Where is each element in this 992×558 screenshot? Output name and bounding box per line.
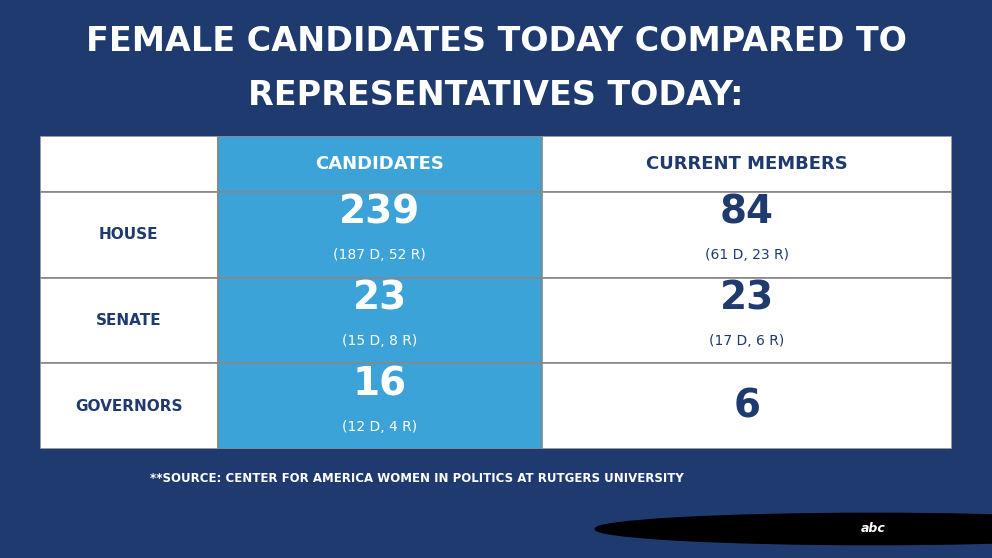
Text: CANDIDATES: CANDIDATES [315, 155, 444, 173]
Text: (61 D, 23 R): (61 D, 23 R) [705, 248, 789, 262]
Text: 23: 23 [352, 280, 407, 318]
Text: HOUSE: HOUSE [99, 228, 159, 242]
FancyBboxPatch shape [542, 192, 952, 278]
FancyBboxPatch shape [217, 278, 542, 363]
Text: (12 D, 4 R): (12 D, 4 R) [342, 420, 418, 434]
FancyBboxPatch shape [40, 192, 217, 278]
Text: 84: 84 [720, 194, 774, 232]
FancyBboxPatch shape [40, 278, 217, 363]
Text: 16: 16 [352, 365, 407, 403]
Circle shape [595, 513, 992, 545]
FancyBboxPatch shape [217, 192, 542, 278]
Text: SENATE: SENATE [96, 313, 162, 328]
Text: REPRESENTATIVES TODAY:: REPRESENTATIVES TODAY: [248, 79, 744, 112]
FancyBboxPatch shape [542, 363, 952, 449]
Text: 239: 239 [339, 194, 421, 232]
FancyBboxPatch shape [542, 136, 952, 192]
Text: NEWS: NEWS [918, 522, 968, 536]
Text: CURRENT MEMBERS: CURRENT MEMBERS [646, 155, 848, 173]
Text: 6: 6 [733, 387, 761, 425]
Text: (15 D, 8 R): (15 D, 8 R) [342, 334, 418, 348]
FancyBboxPatch shape [217, 136, 542, 192]
FancyBboxPatch shape [40, 136, 217, 192]
Text: GOVERNORS: GOVERNORS [75, 399, 183, 414]
Text: FEMALE CANDIDATES TODAY COMPARED TO: FEMALE CANDIDATES TODAY COMPARED TO [85, 26, 907, 59]
Text: 23: 23 [720, 280, 774, 318]
FancyBboxPatch shape [542, 278, 952, 363]
FancyBboxPatch shape [40, 363, 217, 449]
Text: (17 D, 6 R): (17 D, 6 R) [709, 334, 785, 348]
Text: (187 D, 52 R): (187 D, 52 R) [333, 248, 426, 262]
Text: **SOURCE: CENTER FOR AMERICA WOMEN IN POLITICS AT RUTGERS UNIVERSITY: **SOURCE: CENTER FOR AMERICA WOMEN IN PO… [150, 472, 683, 485]
Text: abc: abc [861, 522, 885, 536]
FancyBboxPatch shape [217, 363, 542, 449]
